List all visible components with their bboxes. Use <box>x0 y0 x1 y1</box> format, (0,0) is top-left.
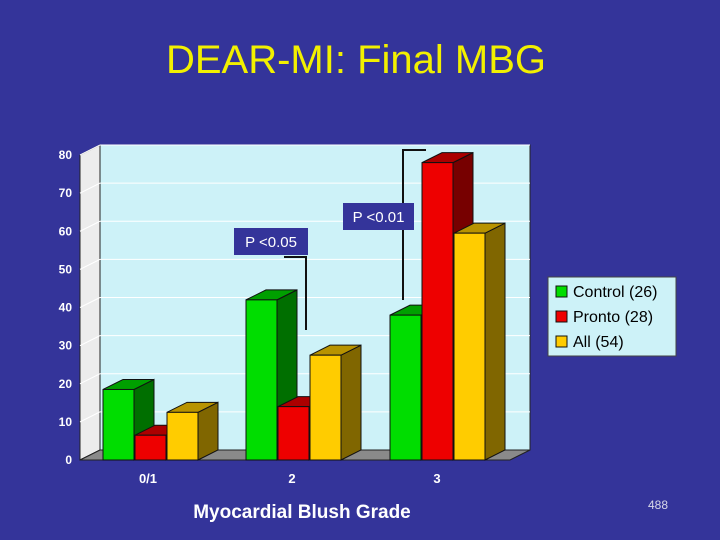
p-value-annotation: P <0.01 <box>343 149 426 300</box>
p-value-annotation: P <0.05 <box>234 228 308 330</box>
bar-front <box>245 299 278 461</box>
bar-front <box>453 232 486 461</box>
p-value-label: P <0.05 <box>245 234 297 251</box>
gridline-side <box>79 258 101 270</box>
gridline-side <box>79 335 101 347</box>
x-tick-label: 2 <box>288 471 295 486</box>
x-axis-label: Myocardial Blush Grade <box>193 502 411 523</box>
page-number: 488 <box>648 498 669 512</box>
bar <box>166 401 219 461</box>
legend-swatch <box>555 335 568 348</box>
bar-front <box>309 354 342 461</box>
y-tick-label: 0 <box>65 453 72 467</box>
legend: Control (26) Pronto (28) All (54) <box>547 276 677 357</box>
gridline-side <box>79 297 101 308</box>
bar-side <box>340 344 362 461</box>
y-tick-label: 70 <box>59 186 73 200</box>
y-tick-label: 30 <box>59 339 73 353</box>
bar <box>453 222 506 461</box>
y-tick-label: 80 <box>59 148 73 162</box>
gridline-side <box>79 411 101 423</box>
bar-front <box>389 314 422 461</box>
bar-front <box>166 411 199 461</box>
p-value-box <box>343 203 414 230</box>
y-tick-label: 10 <box>59 415 73 429</box>
p-value-label: P <0.01 <box>353 209 405 226</box>
legend-label: Control (26) <box>573 284 657 301</box>
bar-front <box>134 434 167 461</box>
slide-title: DEAR-MI: Final MBG <box>165 38 547 82</box>
bar-front <box>421 162 454 461</box>
legend-box <box>547 276 677 357</box>
legend-swatch <box>555 310 568 323</box>
x-tick-label: 0/1 <box>139 471 157 486</box>
y-tick-label: 50 <box>59 262 73 276</box>
bracket-line <box>284 256 307 330</box>
x-axis-ticks: 0/1 2 3 <box>139 471 441 486</box>
bar-front <box>277 406 310 461</box>
x-tick-label: 3 <box>433 471 440 486</box>
bars <box>102 151 506 461</box>
legend-label: Pronto (28) <box>573 309 653 326</box>
bracket-line <box>402 149 426 300</box>
gridline-side <box>79 373 101 385</box>
p-value-box <box>234 228 308 255</box>
annotations: P <0.05 P <0.01 <box>234 149 426 330</box>
gridline-side <box>79 182 101 194</box>
y-tick-label: 40 <box>59 301 73 315</box>
bar-front <box>102 388 135 461</box>
bar <box>309 344 362 461</box>
gridline-side <box>79 220 101 232</box>
gridline-side <box>79 144 101 156</box>
legend-label: All (54) <box>573 334 624 351</box>
y-tick-label: 20 <box>59 377 73 391</box>
legend-swatch <box>555 285 568 298</box>
bar-side <box>484 222 506 461</box>
y-axis-ticks: 0 10 20 30 40 50 60 70 80 <box>59 148 73 467</box>
y-tick-label: 60 <box>59 224 73 238</box>
